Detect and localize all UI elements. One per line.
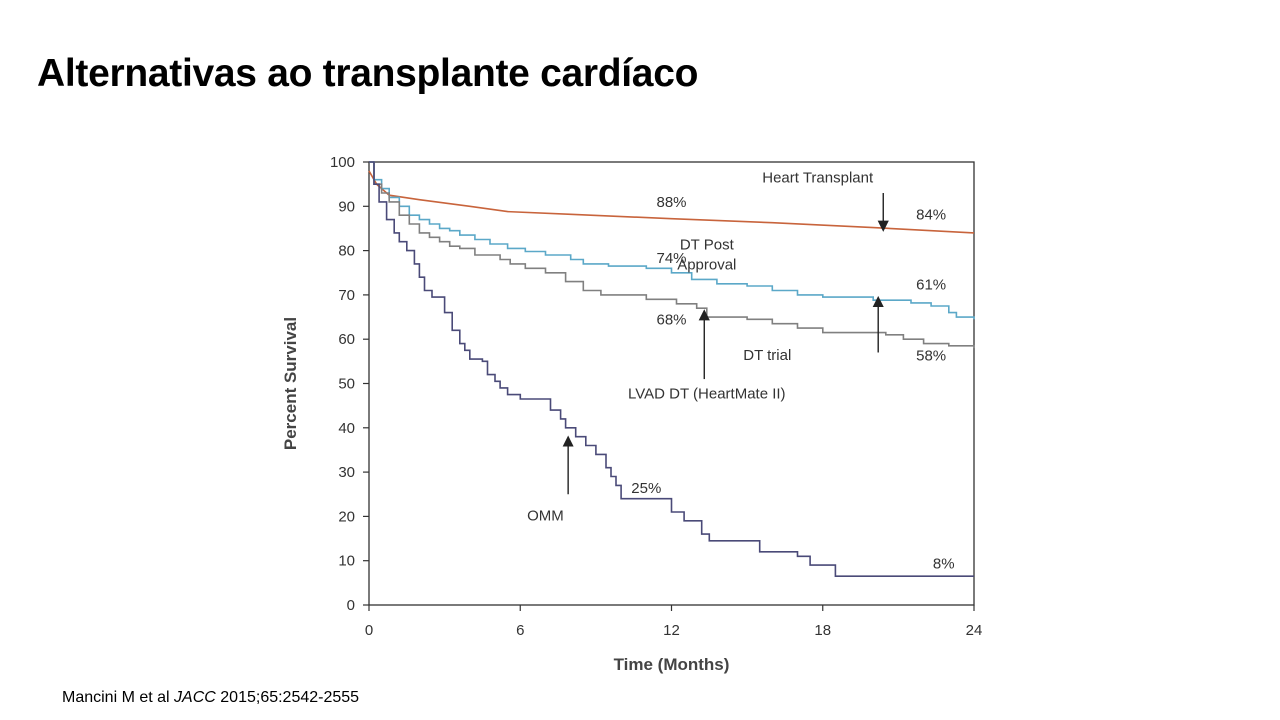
y-tick-label: 70 <box>338 287 355 304</box>
annotation-label: 88% <box>656 194 686 211</box>
series-line-heart-transplant <box>368 170 975 234</box>
annotation-label: DT Post <box>680 237 735 254</box>
survival-chart: 0 10 20 30 40 50 60 70 80 90 100 0 6 12 18 24 Time (Mont… <box>270 150 990 680</box>
x-axis-label: Time (Months) <box>614 655 730 674</box>
slide-title: Alternativas ao transplante cardíaco <box>37 52 699 95</box>
y-tick-label: 100 <box>330 154 355 171</box>
x-tick-label: 0 <box>365 622 373 639</box>
y-tick-label: 0 <box>347 597 355 614</box>
annotation-label: DT trial <box>743 347 791 364</box>
citation-authors: Mancini M et al <box>62 689 175 706</box>
chart-svg: 0 10 20 30 40 50 60 70 80 90 100 0 6 12 18 24 Time (Mont… <box>281 154 983 674</box>
annotation-label: 74% <box>656 250 686 267</box>
y-axis-label: Percent Survival <box>281 317 300 450</box>
citation-journal: JACC <box>174 689 216 706</box>
series-line-omm <box>369 161 974 577</box>
y-tick-label: 30 <box>338 464 355 481</box>
y-tick-label: 10 <box>338 553 355 570</box>
x-tick-label: 12 <box>663 622 680 639</box>
y-tick-label: 80 <box>338 243 355 260</box>
annotation-label: OMM <box>527 507 564 524</box>
x-tick-label: 18 <box>814 622 831 639</box>
x-tick-label: 24 <box>966 622 983 639</box>
y-tick-label: 50 <box>338 376 355 393</box>
annotation-label: 8% <box>933 556 955 573</box>
y-tick-label: 20 <box>338 508 355 525</box>
annotation-label: Heart Transplant <box>762 169 874 186</box>
citation-volume: 2015;65:2542-2555 <box>215 689 360 706</box>
annotation-label: 61% <box>916 277 946 294</box>
y-tick-label: 40 <box>338 420 355 437</box>
annotation-label: 84% <box>916 207 946 224</box>
series-line-dt-trial <box>369 161 975 349</box>
annotation-label: 25% <box>631 480 661 497</box>
y-tick-label: 90 <box>338 198 355 215</box>
annotation-label: 58% <box>916 347 946 364</box>
x-tick-label: 6 <box>516 622 524 639</box>
citation: Mancini M et al JACC 2015;65:2542-2555 <box>62 689 359 707</box>
annotation-label: LVAD DT (HeartMate II) <box>628 386 786 403</box>
y-tick-label: 60 <box>338 331 355 348</box>
annotation-label: Approval <box>677 257 736 274</box>
annotation-label: 68% <box>656 312 686 329</box>
series-line-dt-post-approval <box>369 161 975 320</box>
